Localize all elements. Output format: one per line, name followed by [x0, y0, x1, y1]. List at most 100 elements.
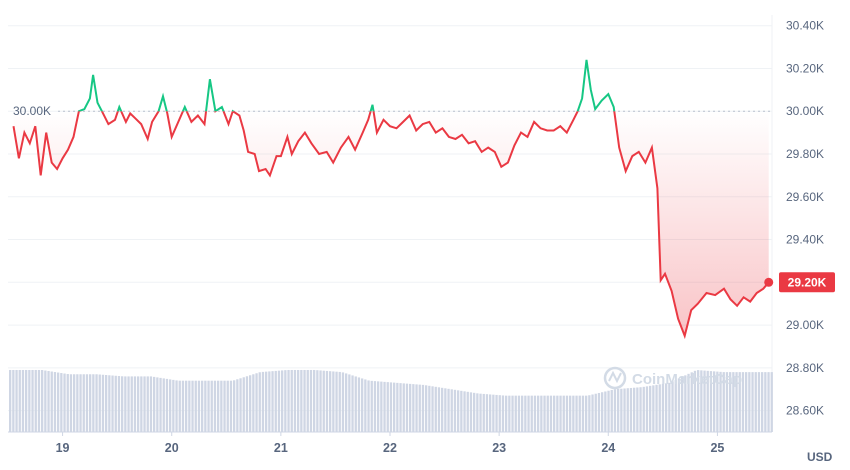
volume-bar: [428, 385, 431, 432]
volume-bar: [722, 372, 725, 432]
volume-bar: [117, 376, 121, 432]
volume-bar: [533, 395, 537, 432]
volume-bar: [405, 383, 409, 432]
volume-bar: [508, 395, 511, 432]
watermark-text: CoinMarketCap: [632, 371, 742, 388]
volume-bar: [709, 371, 713, 432]
volume-bar: [309, 369, 313, 432]
volume-bar: [220, 380, 223, 432]
volume-bar: [511, 395, 514, 432]
volume-bar: [476, 393, 479, 432]
volume-bar: [162, 378, 165, 432]
volume-bar: [319, 370, 322, 432]
volume-bar: [677, 378, 681, 432]
volume-bar: [613, 389, 617, 432]
volume-bar: [76, 374, 79, 432]
volume-bar: [252, 374, 255, 432]
volume-bar: [393, 382, 396, 432]
volume-bar: [658, 384, 661, 432]
volume-bar: [700, 370, 703, 432]
volume-bar: [546, 395, 549, 432]
volume-bar: [661, 383, 665, 432]
volume-bar: [95, 374, 98, 432]
volume-bar: [751, 372, 754, 432]
volume-bar: [479, 393, 482, 432]
volume-bar: [60, 373, 63, 432]
x-axis: 19 20 21 22 23 24 25: [8, 431, 772, 455]
volume-bar: [338, 371, 341, 432]
volume-bar: [681, 376, 684, 432]
volume-bar: [719, 371, 722, 432]
price-area-fill: [13, 111, 769, 336]
volume-bar: [41, 370, 44, 432]
volume-bar: [245, 376, 249, 432]
y-tick-label: 29.80K: [786, 147, 824, 161]
volume-bar: [623, 388, 626, 432]
volume-bar: [745, 372, 748, 432]
volume-bar: [399, 383, 402, 432]
volume-bar: [242, 377, 245, 432]
grid-lines: [8, 15, 773, 432]
reference-label: 30.00K: [13, 104, 51, 118]
volume-bar: [767, 372, 770, 432]
volume-bar: [124, 376, 127, 432]
volume-bar: [463, 391, 466, 432]
volume-bar: [530, 395, 533, 432]
volume-bar: [489, 394, 492, 432]
volume-bar: [127, 376, 130, 432]
volume-bar: [732, 372, 735, 432]
volume-bar: [453, 389, 457, 432]
volume-bar: [63, 373, 66, 432]
volume-bar: [402, 383, 405, 432]
volume-bar: [434, 386, 437, 432]
volume-bar: [540, 395, 543, 432]
volume-bar: [649, 385, 652, 432]
volume-bar: [21, 369, 25, 432]
volume-bar: [652, 385, 655, 432]
current-price-marker[interactable]: [764, 277, 774, 287]
volume-bar: [181, 380, 185, 432]
volume-bar: [66, 374, 69, 432]
volume-bar: [437, 387, 441, 432]
volume-bar: [101, 374, 105, 432]
volume-bar: [466, 391, 469, 432]
volume-bar: [607, 390, 610, 432]
volume-bar: [610, 389, 613, 432]
volume-bar: [764, 372, 767, 432]
volume-bar: [149, 376, 153, 432]
volume-bar: [665, 383, 668, 432]
volume-bar: [53, 372, 57, 432]
volume-bar: [409, 383, 412, 432]
volume-bar: [185, 380, 188, 432]
volume-bar: [274, 370, 277, 432]
price-line-below-reference: [12, 111, 770, 340]
volume-bar: [351, 375, 354, 432]
volume-bar: [12, 369, 15, 432]
volume-bar: [594, 393, 597, 432]
volume-bar: [757, 372, 761, 432]
volume-bar: [287, 369, 290, 432]
volume-bar: [581, 395, 585, 432]
volume-bar: [98, 374, 101, 432]
y-tick-label: 30.00K: [786, 104, 824, 118]
volume-bar: [642, 386, 645, 432]
volume-bar: [687, 373, 690, 432]
volume-bar: [725, 372, 729, 432]
volume-bar: [114, 375, 117, 432]
volume-bar: [265, 371, 268, 432]
volume-bar: [213, 380, 217, 432]
volume-bar: [194, 380, 197, 432]
volume-bar: [329, 371, 332, 432]
volume-bar: [620, 388, 623, 432]
y-tick-label: 29.40K: [786, 233, 824, 247]
volume-bar: [335, 371, 338, 432]
volume-bar: [373, 381, 377, 432]
volume-bar: [348, 374, 351, 432]
volume-bar: [28, 369, 31, 432]
volume-bar: [569, 395, 572, 432]
volume-bar: [703, 370, 706, 432]
volume-bar: [693, 370, 697, 432]
volume-bar: [633, 387, 636, 432]
volume-bar: [591, 394, 594, 432]
